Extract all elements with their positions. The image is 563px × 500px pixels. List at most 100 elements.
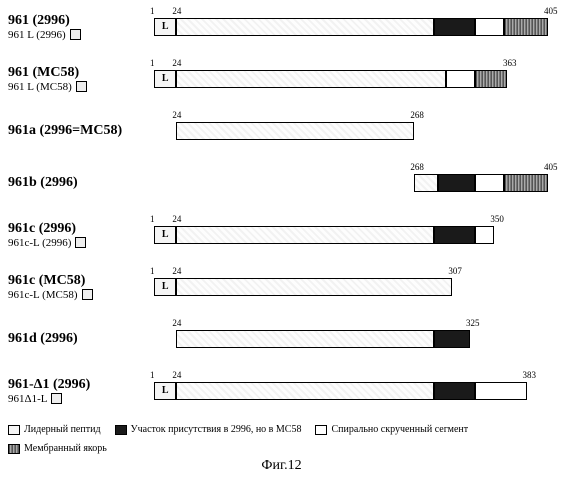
- leader-mini-icon: [76, 81, 87, 92]
- position-label: 307: [448, 266, 462, 276]
- segment-coil: [176, 278, 452, 296]
- segment-dark: [434, 330, 470, 348]
- position-label: 405: [544, 162, 558, 172]
- segment-leader: L: [154, 18, 176, 36]
- position-label: 24: [172, 266, 181, 276]
- variant-label-main: 961b (2996): [8, 175, 153, 190]
- variant-row: 961-Δ1 (2996)961Δ1-LL124383: [8, 372, 555, 410]
- segment-anchor: [504, 174, 548, 192]
- variant-label-main: 961d (2996): [8, 331, 153, 346]
- legend-text: Участок присутствия в 2996, но в MC58: [131, 424, 302, 435]
- protein-track: 24268: [153, 119, 555, 143]
- legend-item: Лидерный пептид: [8, 424, 101, 435]
- segment-leader: L: [154, 382, 176, 400]
- variant-row: 961c (2996)961c-L (2996)L124350: [8, 216, 555, 254]
- position-label: 24: [172, 6, 181, 16]
- variant-label: 961-Δ1 (2996)961Δ1-L: [8, 377, 153, 404]
- segment-coil: [176, 122, 414, 140]
- position-label: 24: [172, 370, 181, 380]
- segment-white: [446, 70, 475, 88]
- protein-track: L124350: [153, 223, 555, 247]
- position-label: 1: [150, 370, 155, 380]
- position-label: 1: [150, 6, 155, 16]
- segment-leader: L: [154, 278, 176, 296]
- legend-swatch-leader: [8, 425, 20, 435]
- variant-label-main: 961a (2996=MC58): [8, 123, 153, 138]
- position-label: 350: [490, 214, 504, 224]
- segment-coil: [176, 330, 433, 348]
- position-label: 24: [172, 58, 181, 68]
- variant-label-sub: 961Δ1-L: [8, 393, 153, 405]
- leader-mini-icon: [70, 29, 81, 40]
- variant-label-sub: 961 L (2996): [8, 29, 153, 41]
- variant-row: 961d (2996)24325: [8, 320, 555, 358]
- variant-label: 961c (2996)961c-L (2996): [8, 221, 153, 248]
- leader-mini-icon: [51, 393, 62, 404]
- variant-label-sub: 961 L (MC58): [8, 81, 153, 93]
- position-label: 325: [466, 318, 480, 328]
- variant-label-main: 961-Δ1 (2996): [8, 377, 153, 392]
- variant-row: 961b (2996)268405: [8, 164, 555, 202]
- leader-mini-icon: [82, 289, 93, 300]
- variant-label-main: 961c (MC58): [8, 273, 153, 288]
- variant-label: 961 (MC58)961 L (MC58): [8, 65, 153, 92]
- legend-text: Мембранный якорь: [24, 443, 107, 454]
- segment-coil: [414, 174, 437, 192]
- segment-coil: [176, 70, 445, 88]
- legend-swatch-dark: [115, 425, 127, 435]
- variant-label: 961b (2996): [8, 175, 153, 190]
- protein-track: 268405: [153, 171, 555, 195]
- protein-track: L124363: [153, 67, 555, 91]
- segment-white: [475, 226, 495, 244]
- segment-coil: [176, 226, 433, 244]
- leader-mini-icon: [75, 237, 86, 248]
- segment-dark: [434, 226, 475, 244]
- position-label: 24: [172, 110, 181, 120]
- position-label: 405: [544, 6, 558, 16]
- variant-row: 961 (MC58)961 L (MC58)L124363: [8, 60, 555, 98]
- position-label: 1: [150, 58, 155, 68]
- segment-anchor: [475, 70, 507, 88]
- segment-leader: L: [154, 226, 176, 244]
- legend-text: Лидерный пептид: [24, 424, 101, 435]
- legend-item: Спирально скрученный сегмент: [315, 424, 468, 435]
- legend: Лидерный пептид Участок присутствия в 299…: [8, 424, 555, 454]
- segment-white: [475, 382, 527, 400]
- position-label: 363: [503, 58, 517, 68]
- position-label: 268: [410, 110, 424, 120]
- position-label: 1: [150, 266, 155, 276]
- segment-dark: [434, 382, 475, 400]
- protein-track: 24325: [153, 327, 555, 351]
- legend-swatch-coil: [315, 425, 327, 435]
- position-label: 268: [410, 162, 424, 172]
- segment-dark: [438, 174, 475, 192]
- variant-label: 961 (2996)961 L (2996): [8, 13, 153, 40]
- figure-caption: Фиг.12: [8, 458, 555, 474]
- segment-white: [475, 174, 504, 192]
- segment-leader: L: [154, 70, 176, 88]
- variant-label: 961d (2996): [8, 331, 153, 346]
- legend-item: Участок присутствия в 2996, но в MC58: [115, 424, 302, 435]
- variant-label-main: 961c (2996): [8, 221, 153, 236]
- position-label: 24: [172, 318, 181, 328]
- protein-track: L124405: [153, 15, 555, 39]
- segment-dark: [434, 18, 475, 36]
- variant-label-sub: 961c-L (2996): [8, 237, 153, 249]
- legend-text: Спирально скрученный сегмент: [331, 424, 468, 435]
- legend-item: Мембранный якорь: [8, 443, 107, 454]
- legend-swatch-anchor: [8, 444, 20, 454]
- variant-label: 961c (MC58)961c-L (MC58): [8, 273, 153, 300]
- position-label: 1: [150, 214, 155, 224]
- variant-label-sub: 961c-L (MC58): [8, 289, 153, 301]
- variant-label-main: 961 (MC58): [8, 65, 153, 80]
- segment-anchor: [504, 18, 548, 36]
- position-label: 24: [172, 214, 181, 224]
- variant-label: 961a (2996=MC58): [8, 123, 153, 138]
- position-label: 383: [523, 370, 537, 380]
- variant-row: 961 (2996)961 L (2996)L124405: [8, 8, 555, 46]
- protein-track: L124383: [153, 379, 555, 403]
- variant-label-main: 961 (2996): [8, 13, 153, 28]
- protein-track: L124307: [153, 275, 555, 299]
- diagram-rows: 961 (2996)961 L (2996)L124405961 (MC58)9…: [8, 8, 555, 410]
- segment-coil: [176, 382, 433, 400]
